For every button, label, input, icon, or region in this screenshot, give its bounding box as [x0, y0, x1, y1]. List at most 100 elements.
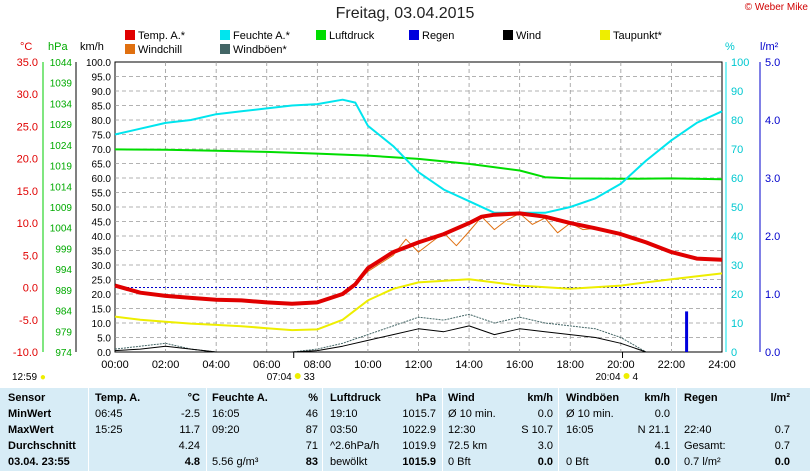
- hum-value: 46: [305, 408, 318, 420]
- legend-item: Temp. A.*: [125, 30, 185, 42]
- x-tick-label: 18:00: [556, 359, 584, 371]
- legend-label: Regen: [422, 30, 455, 42]
- header-hum-unit: %: [308, 392, 318, 404]
- kmh-tick-label: 5.0: [97, 334, 111, 345]
- temp-tick-label: 20.0: [17, 154, 38, 166]
- stats-table: Sensor Temp. A. °C Feuchte A.% Luftdruck hPa W…: [0, 388, 810, 471]
- kmh-tick-label: 75.0: [92, 131, 112, 142]
- legend-item: Feuchte A.*: [220, 30, 290, 42]
- kmh-tick-label: 0.0: [97, 348, 111, 359]
- kmh-tick-label: 60.0: [92, 174, 112, 185]
- temp-value: -2.5: [181, 408, 200, 420]
- wind-value: 0.0: [537, 456, 553, 468]
- kmh-tick-label: 35.0: [92, 247, 112, 258]
- temp-value: 11.7: [179, 424, 200, 436]
- header-press-unit: hPa: [415, 392, 436, 404]
- series-line: [114, 211, 723, 306]
- gust-value: 4.1: [654, 440, 670, 452]
- hpa-tick-label: 1009: [50, 203, 73, 214]
- hpa-tick-label: 1024: [50, 141, 73, 152]
- press-value: 1022.9: [402, 424, 436, 436]
- press-value: 1015.7: [402, 408, 436, 420]
- kmh-tick-label: 30.0: [92, 261, 112, 272]
- rain-tick-label: 2.0: [765, 231, 780, 243]
- rain-value: 0.7: [774, 424, 790, 436]
- kmh-tick-label: 15.0: [92, 305, 112, 316]
- hpa-tick-label: 979: [55, 327, 72, 338]
- wind-left: Ø 10 min.: [448, 408, 496, 420]
- clock-label: 12:59 ●: [12, 372, 46, 383]
- legend-label: Luftdruck: [329, 30, 375, 42]
- press-time: ^2.6hPa/h: [330, 440, 380, 452]
- legend-label: Taupunkt*: [613, 30, 662, 42]
- hpa-tick-label: 1019: [50, 162, 73, 173]
- hpa-axis-unit: hPa: [48, 41, 68, 53]
- wind-value: 0.0: [537, 408, 553, 420]
- hum-value: 83: [305, 456, 318, 468]
- pct-tick-label: 0: [731, 347, 737, 359]
- kmh-tick-label: 25.0: [92, 276, 112, 287]
- legend-swatch: [316, 30, 326, 40]
- rain-left: 0.7 l/m²: [684, 456, 721, 468]
- legend-label: Feuchte A.*: [233, 30, 290, 42]
- rain-left: 22:40: [684, 424, 712, 436]
- hum-time: 5.56 g/m³: [212, 456, 259, 468]
- x-tick-label: 00:00: [101, 359, 129, 371]
- legend-label: Windchill: [138, 44, 183, 56]
- header-rain-unit: l/m²: [770, 392, 790, 404]
- x-tick-label: 10:00: [354, 359, 382, 371]
- x-tick-label: 04:00: [202, 359, 230, 371]
- sun-icon: [294, 373, 301, 379]
- temp-value: 4.24: [178, 440, 200, 452]
- temp-value: 4.8: [184, 456, 200, 468]
- temp-tick-label: 10.0: [17, 218, 38, 230]
- legend-swatch: [125, 44, 135, 54]
- press-value: 1015.9: [402, 456, 436, 468]
- x-tick-label: 02:00: [152, 359, 180, 371]
- temp-tick-label: -10.0: [13, 347, 38, 359]
- temp-time: 06:45: [95, 408, 123, 420]
- rain-value: 0.0: [774, 456, 790, 468]
- sunrise-time: 07:04: [267, 372, 292, 383]
- weather-chart: °C hPa km/h% l/m² 35.0 30.0 25.0 20.0 15.0 10.0 5.…: [13, 41, 780, 383]
- temp-tick-label: 35.0: [17, 57, 38, 69]
- x-tick-label: 08:00: [304, 359, 332, 371]
- legend-swatch: [503, 30, 513, 40]
- rain-tick-label: 0.0: [765, 347, 780, 359]
- hpa-tick-label: 989: [55, 286, 72, 297]
- row-label: MinWert: [8, 408, 52, 420]
- sunrise-extra: 33: [304, 372, 316, 383]
- pct-tick-label: 20: [731, 289, 743, 301]
- rain-value: 0.7: [774, 440, 790, 452]
- row-label: Durchschnitt: [8, 440, 76, 452]
- series-line: [114, 148, 723, 181]
- pct-axis-unit: %: [725, 41, 735, 53]
- legend-item: Windböen*: [220, 44, 287, 56]
- legend-swatch: [409, 30, 419, 40]
- header-gust-unit: km/h: [644, 392, 670, 404]
- header-hum: Feuchte A.: [212, 392, 268, 404]
- x-tick-label: 14:00: [455, 359, 483, 371]
- kmh-tick-label: 65.0: [92, 160, 112, 171]
- hpa-tick-label: 974: [55, 348, 72, 359]
- header-rain: Regen: [684, 392, 718, 404]
- column-separator: [88, 388, 89, 471]
- hpa-tick-label: 999: [55, 244, 72, 255]
- kmh-tick-label: 40.0: [92, 232, 112, 243]
- pct-tick-label: 40: [731, 231, 743, 243]
- kmh-tick-label: 100.0: [86, 58, 111, 69]
- kmh-tick-label: 70.0: [92, 145, 112, 156]
- column-separator: [206, 388, 207, 471]
- hpa-tick-label: 1014: [50, 182, 73, 193]
- x-tick-label: 12:00: [405, 359, 433, 371]
- sunset-extra: 4: [633, 372, 639, 383]
- temp-tick-label: 25.0: [17, 121, 38, 133]
- gust-left: Ø 10 min.: [566, 408, 614, 420]
- pct-tick-label: 70: [731, 144, 743, 156]
- press-value: 1019.9: [402, 440, 436, 452]
- kmh-tick-label: 20.0: [92, 290, 112, 301]
- series-line: [114, 325, 647, 353]
- legend-swatch: [220, 30, 230, 40]
- gust-value: 0.0: [654, 408, 670, 420]
- pct-tick-label: 30: [731, 260, 743, 272]
